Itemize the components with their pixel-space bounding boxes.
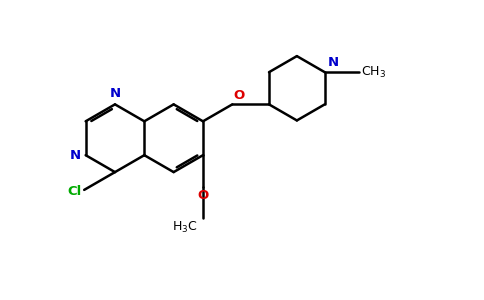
Text: N: N (109, 87, 121, 100)
Text: H$_3$C: H$_3$C (172, 220, 197, 235)
Text: CH$_3$: CH$_3$ (361, 64, 386, 80)
Text: N: N (70, 149, 81, 162)
Text: N: N (328, 56, 339, 69)
Text: O: O (234, 89, 245, 102)
Text: O: O (198, 189, 209, 202)
Text: Cl: Cl (68, 185, 82, 198)
